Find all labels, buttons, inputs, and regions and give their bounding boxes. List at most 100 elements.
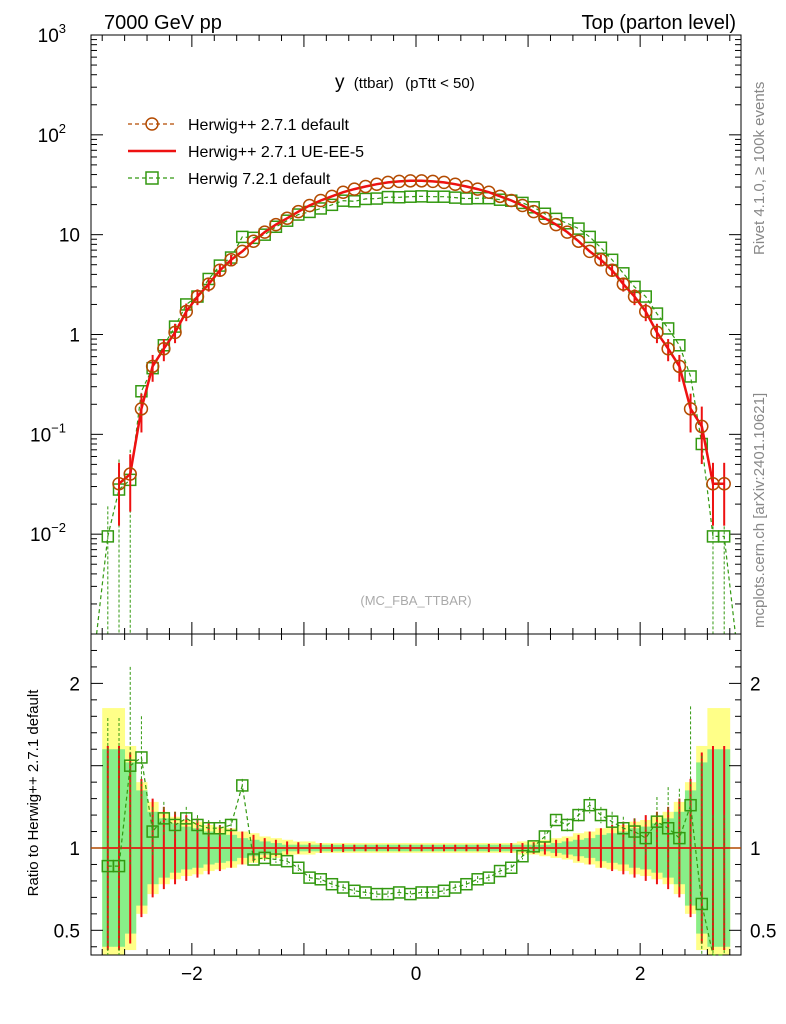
ratio-panel: −2 0 2 0.5 0.5 1 1 2 2 <box>54 633 776 985</box>
main-herwigpp-default-marker <box>538 211 552 226</box>
main-herwigpp-default-marker <box>605 263 619 278</box>
ratio-herwig7-marker <box>135 751 148 764</box>
main-herwigpp-default-marker <box>257 225 272 239</box>
main-herwig7-marker <box>101 530 115 543</box>
main-herwigpp-default-marker <box>526 204 541 219</box>
y-tick-label: 10 <box>59 226 80 247</box>
main-herwigpp-default-marker <box>683 402 698 416</box>
ratio-herwig7-marker <box>628 825 641 838</box>
y-tick-label: 10−1 <box>30 420 66 446</box>
main-herwigpp-default-marker <box>179 304 194 319</box>
ratio-herwig7-marker <box>292 861 305 875</box>
y-tick-label-exponent: −1 <box>51 420 66 435</box>
main-herwigpp-default-marker <box>627 289 642 304</box>
ratio-y-tick-label-right: 2 <box>750 674 761 695</box>
main-herwigpp-default-marker <box>213 263 227 278</box>
ratio-herwig7-marker <box>280 854 294 868</box>
main-herwigpp-default-marker <box>392 174 406 189</box>
main-herwigpp-default-marker <box>134 402 149 416</box>
plot-title: y (ttbar) (pTtt < 50) <box>335 72 475 93</box>
main-herwigpp-default-marker <box>594 253 608 267</box>
y-tick-label-base: 1 <box>69 326 80 347</box>
main-ue-ee5-line <box>118 179 725 485</box>
main-herwigpp-default-marker <box>112 476 126 491</box>
main-herwigpp-default-marker <box>414 174 429 188</box>
main-herwigpp-default-marker <box>280 211 294 226</box>
ratio-herwig7-marker <box>661 821 675 835</box>
main-herwigpp-default-marker <box>549 217 563 232</box>
ratio-herwig7-marker <box>538 830 552 843</box>
y-tick-label-base: 10 <box>59 226 80 247</box>
ratio-herwig7-marker <box>157 812 171 825</box>
ratio-herwig7-marker <box>695 897 709 911</box>
y-tick-label-base: 10 <box>30 525 51 546</box>
main-herwigpp-default-marker <box>706 476 720 491</box>
legend-entry-herwigpp-default: Herwig++ 2.7.1 default <box>128 117 350 134</box>
ratio-herwig7-marker <box>146 825 159 838</box>
title-subscript: (ttbar) <box>354 75 394 92</box>
ratio-herwig7-marker <box>684 798 697 812</box>
main-herwigpp-default-marker <box>638 304 653 319</box>
ratio-herwig7-marker <box>561 818 574 832</box>
main-herwigpp-default-marker <box>695 419 709 434</box>
ratio-herwig7-marker <box>482 871 496 884</box>
main-herwigpp-default-marker <box>661 341 675 356</box>
ratio-herwig7-marker <box>594 808 608 822</box>
header-right: Top (parton level) <box>581 12 736 34</box>
legend-entry-herwigpp-ue-ee5: Herwig++ 2.7.1 UE-EE-5 <box>128 144 364 161</box>
legend-label: Herwig++ 2.7.1 UE-EE-5 <box>188 144 364 161</box>
ratio-y-tick-label-left: 1 <box>69 839 80 860</box>
ratio-herwig7-marker <box>516 849 529 863</box>
y-tick-label: 103 <box>38 21 66 47</box>
ratio-herwig7-marker <box>112 859 126 873</box>
y-tick-label-exponent: 3 <box>59 21 66 36</box>
ratio-herwig7-marker <box>123 759 137 772</box>
ratio-herwig7-marker <box>224 818 238 832</box>
analysis-watermark: (MC_FBA_TTBAR) <box>360 593 471 608</box>
main-herwigpp-default-marker <box>616 277 631 291</box>
main-herwigpp-default-marker <box>515 198 530 213</box>
y-tick-label: 1 <box>69 326 80 347</box>
y-tick-label: 102 <box>38 121 66 147</box>
x-tick-label: 0 <box>411 964 422 985</box>
legend-entry-herwig7-default: Herwig 7.2.1 default <box>128 171 331 188</box>
main-herwigpp-default-marker <box>269 217 283 232</box>
x-tick-label: −2 <box>181 964 203 985</box>
main-herwig7-marker <box>583 230 596 244</box>
ratio-herwig7-marker <box>583 798 596 812</box>
main-herwigpp-default-marker <box>235 244 250 259</box>
main-herwigpp-default-marker <box>224 253 238 267</box>
ratio-plot-frame <box>90 633 742 956</box>
legend-marker-square <box>145 171 159 185</box>
main-herwigpp-default-marker <box>302 198 317 213</box>
y-tick-label-base: 10 <box>38 26 59 47</box>
main-herwigpp-default-marker <box>560 225 575 239</box>
main-herwigpp-default-marker <box>582 244 597 259</box>
main-herwigpp-default-marker <box>504 193 519 208</box>
ratio-herwig7-marker <box>639 831 652 845</box>
ratio-herwig7-marker <box>650 815 664 828</box>
legend-label: Herwig 7.2.1 default <box>188 171 331 188</box>
title-variable: y <box>335 72 345 93</box>
main-herwig7-marker <box>673 339 686 352</box>
main-herwigpp-default-marker <box>201 277 216 291</box>
y-tick-label-exponent: 2 <box>59 121 66 136</box>
ratio-herwig7-marker <box>605 815 619 828</box>
y-tick-label-exponent: −2 <box>51 520 66 535</box>
y-tick-label: 10−2 <box>30 520 66 546</box>
ratio-herwig7-marker <box>168 818 182 832</box>
ratio-herwig7-marker <box>572 808 585 822</box>
main-herwig7-line <box>96 195 736 635</box>
title-cut: (pTtt < 50) <box>405 75 475 92</box>
main-herwigpp-default-marker <box>190 289 205 304</box>
ratio-herwig7-marker <box>527 840 540 853</box>
main-herwigpp-default-marker <box>571 234 586 248</box>
ratio-y-tick-label-right: 1 <box>750 839 761 860</box>
y-tick-label-base: 10 <box>38 126 59 147</box>
main-herwigpp-default-marker <box>403 174 418 188</box>
main-herwigpp-default-marker <box>168 325 182 340</box>
ratio-y-tick-label-right: 0.5 <box>750 921 776 942</box>
ratio-y-axis-label: Ratio to Herwig++ 2.7.1 default <box>25 689 42 897</box>
main-herwigpp-default-marker <box>291 204 306 219</box>
